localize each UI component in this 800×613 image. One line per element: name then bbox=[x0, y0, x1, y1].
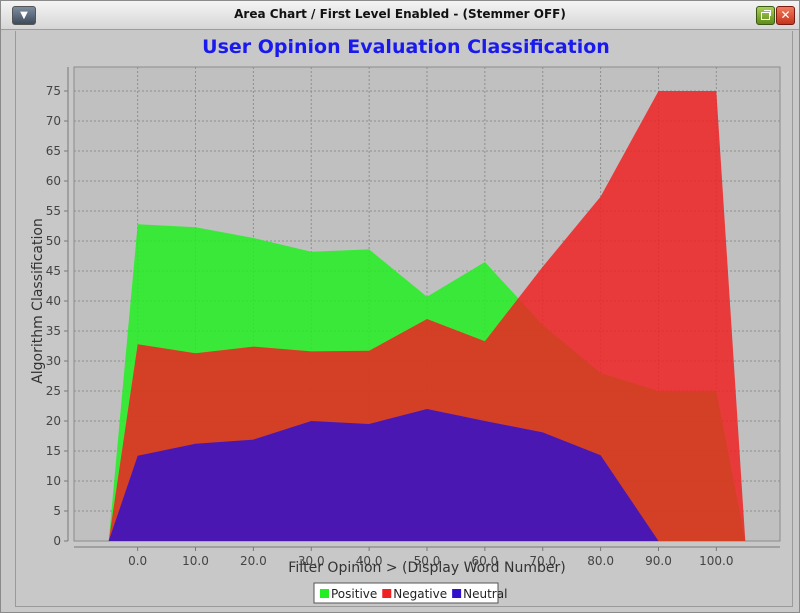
y-tick-label: 40 bbox=[46, 294, 61, 308]
legend-swatch-neutral bbox=[452, 589, 462, 598]
area-chart: User Opinion Evaluation Classification 0… bbox=[30, 36, 781, 604]
y-tick-label: 50 bbox=[46, 234, 61, 248]
x-tick-label: 50.0 bbox=[414, 554, 441, 568]
legend-swatch-negative bbox=[382, 589, 392, 598]
x-tick-label: 90.0 bbox=[645, 554, 672, 568]
y-tick-label: 15 bbox=[46, 444, 61, 458]
y-tick-label: 70 bbox=[46, 114, 61, 128]
y-tick-label: 30 bbox=[46, 354, 61, 368]
chart-panel: User Opinion Evaluation Classification 0… bbox=[15, 31, 793, 607]
legend-label-negative: Negative bbox=[393, 587, 447, 601]
x-tick-label: 30.0 bbox=[298, 554, 325, 568]
series-area-neutral bbox=[108, 409, 746, 541]
y-tick-label: 0 bbox=[53, 534, 61, 548]
x-axis-label: Filter Opinion > (Display Word Number) bbox=[288, 560, 565, 576]
y-axis: 0 5 10 15 20 25 30 35 40 45 50 55 60 65 70 75 bbox=[46, 67, 69, 548]
legend-box bbox=[313, 582, 499, 604]
y-tick-label: 45 bbox=[46, 264, 61, 278]
legend: Positive Negative Neutral bbox=[313, 582, 507, 604]
legend-label-positive: Positive bbox=[331, 587, 377, 601]
chart-title: User Opinion Evaluation Classification bbox=[202, 36, 610, 58]
series-areas bbox=[108, 91, 746, 541]
restore-button[interactable] bbox=[756, 6, 775, 25]
y-tick-label: 65 bbox=[46, 144, 61, 158]
x-tick-label: 100.0 bbox=[699, 554, 733, 568]
y-tick-label: 20 bbox=[46, 414, 61, 428]
legend-swatch-positive bbox=[320, 589, 329, 598]
y-tick-label: 10 bbox=[46, 474, 61, 488]
y-tick-label: 25 bbox=[46, 384, 61, 398]
y-axis-label: Algorithm Classification bbox=[30, 218, 46, 384]
y-tick-label: 60 bbox=[46, 174, 61, 188]
x-tick-label: 80.0 bbox=[587, 554, 614, 568]
window-menu-button[interactable]: ▼ bbox=[12, 6, 36, 25]
x-tick-label: 20.0 bbox=[240, 554, 267, 568]
y-tick-label: 55 bbox=[46, 204, 61, 218]
window-title: Area Chart / First Level Enabled - (Stem… bbox=[234, 7, 566, 21]
x-tick-label: 60.0 bbox=[472, 554, 499, 568]
x-tick-label: 70.0 bbox=[529, 554, 556, 568]
title-bar[interactable]: ▼ Area Chart / First Level Enabled - (St… bbox=[1, 1, 799, 30]
x-tick-label: 10.0 bbox=[182, 554, 209, 568]
legend-label-neutral: Neutral bbox=[463, 587, 507, 601]
y-tick-label: 5 bbox=[53, 504, 61, 518]
chevron-down-icon: ▼ bbox=[20, 10, 28, 21]
series-area-negative bbox=[108, 91, 746, 541]
y-tick-label: 35 bbox=[46, 324, 61, 338]
close-icon: ✕ bbox=[780, 8, 791, 22]
x-tick-label: 0.0 bbox=[128, 554, 147, 568]
y-tick-label: 75 bbox=[46, 84, 61, 98]
x-axis: 0.0 10.0 20.0 30.0 40.0 50.0 60.0 70.0 80.0 90.0 1… bbox=[74, 546, 780, 568]
x-tick-label: 40.0 bbox=[356, 554, 383, 568]
close-button[interactable]: ✕ bbox=[776, 6, 795, 25]
